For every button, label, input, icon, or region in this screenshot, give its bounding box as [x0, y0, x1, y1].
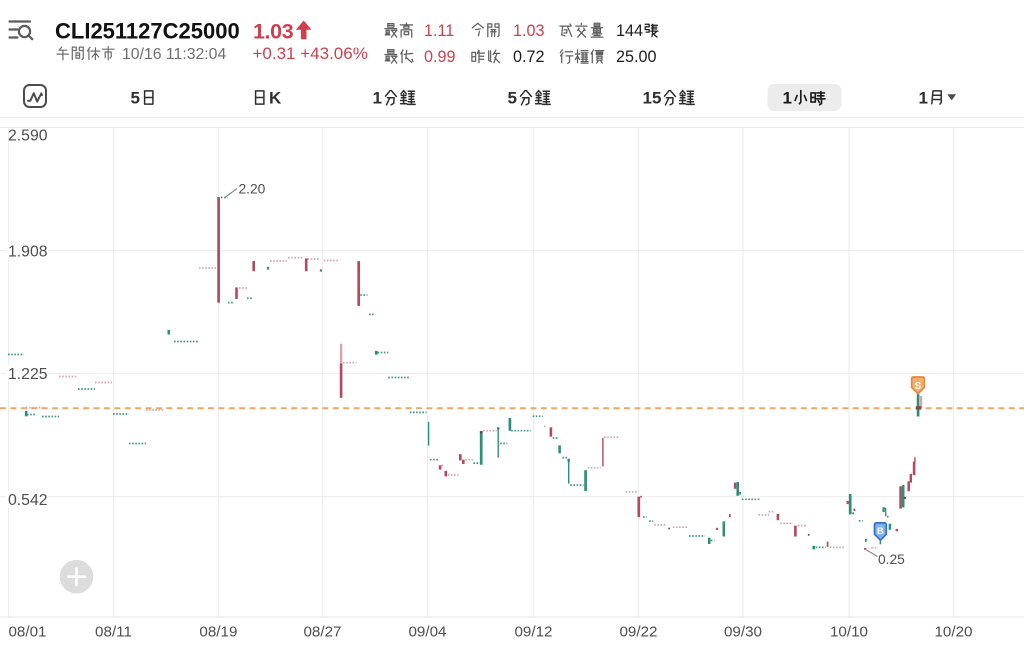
svg-text:10/20: 10/20: [934, 623, 972, 640]
svg-text:1.908: 1.908: [8, 243, 48, 260]
svg-text:K: K: [269, 89, 282, 108]
svg-text:S: S: [915, 381, 922, 392]
svg-text:1: 1: [373, 89, 382, 108]
svg-text:09/22: 09/22: [619, 623, 657, 640]
svg-text:2.20: 2.20: [239, 181, 266, 196]
svg-text:2.590: 2.590: [8, 128, 48, 145]
svg-text:08/11: 08/11: [95, 623, 132, 640]
svg-text:0.542: 0.542: [8, 492, 48, 509]
svg-text:0.99: 0.99: [424, 48, 456, 66]
svg-text:1.225: 1.225: [8, 366, 48, 383]
svg-text:5: 5: [131, 89, 140, 108]
svg-text:1: 1: [919, 89, 928, 108]
svg-text:CLI251127C25000: CLI251127C25000: [55, 19, 240, 44]
svg-text:08/27: 08/27: [303, 623, 341, 640]
svg-text:09/12: 09/12: [514, 623, 552, 640]
svg-text:0.25: 0.25: [878, 552, 905, 567]
svg-text:1.03: 1.03: [513, 22, 545, 40]
svg-text:144: 144: [616, 22, 643, 40]
svg-text:B: B: [877, 526, 884, 536]
svg-text:08/19: 08/19: [199, 623, 237, 640]
svg-text:1: 1: [783, 89, 792, 108]
svg-text:10/16 11:32:04: 10/16 11:32:04: [122, 46, 226, 63]
svg-text:1.11: 1.11: [424, 22, 454, 40]
svg-text:15: 15: [643, 89, 662, 108]
svg-text:08/01: 08/01: [8, 623, 46, 640]
svg-text:09/30: 09/30: [724, 623, 762, 640]
svg-text:25.00: 25.00: [616, 48, 657, 66]
svg-text:+0.31 +43.06%: +0.31 +43.06%: [253, 44, 368, 63]
svg-text:09/04: 09/04: [408, 623, 446, 640]
svg-text:0.72: 0.72: [513, 48, 545, 66]
svg-text:1.03: 1.03: [253, 20, 294, 44]
svg-text:10/10: 10/10: [830, 623, 868, 640]
svg-text:5: 5: [508, 89, 517, 108]
